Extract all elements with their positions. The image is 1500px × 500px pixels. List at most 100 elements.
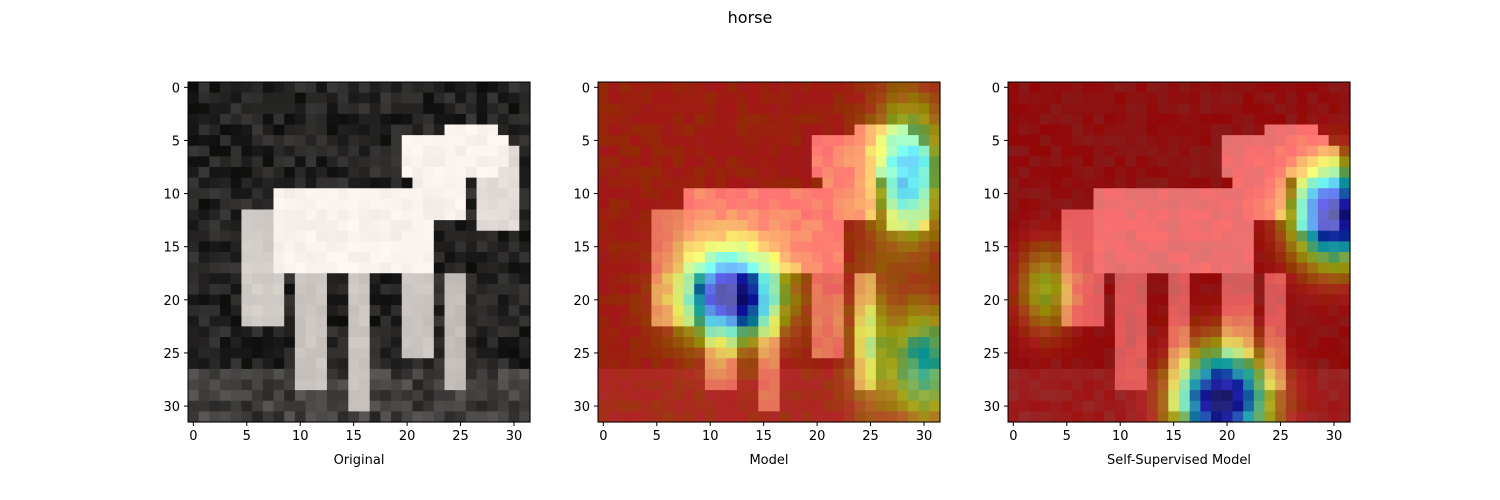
pixel bbox=[1146, 241, 1159, 253]
pixel bbox=[822, 252, 834, 264]
pixel bbox=[241, 315, 253, 327]
pixel bbox=[833, 103, 845, 115]
pixel bbox=[897, 273, 909, 285]
pixel bbox=[736, 252, 749, 264]
pixel bbox=[1040, 220, 1052, 232]
pixel bbox=[465, 305, 478, 317]
pixel bbox=[391, 273, 403, 285]
pixel bbox=[1200, 252, 1212, 264]
pixel bbox=[833, 92, 845, 104]
pixel bbox=[747, 220, 759, 232]
pixel bbox=[608, 198, 620, 211]
pixel bbox=[1328, 315, 1340, 327]
pixel bbox=[1189, 145, 1201, 157]
pixel bbox=[476, 283, 488, 296]
pixel bbox=[608, 400, 620, 412]
pixel bbox=[284, 390, 296, 402]
pixel bbox=[209, 390, 221, 402]
pixel bbox=[1275, 273, 1287, 285]
pixel bbox=[875, 92, 888, 104]
pixel bbox=[1285, 113, 1298, 126]
pixel bbox=[715, 145, 727, 157]
pixel bbox=[369, 400, 381, 412]
pixel bbox=[1339, 400, 1351, 412]
pixel bbox=[758, 337, 770, 349]
pixel bbox=[1339, 198, 1351, 211]
pixel bbox=[1082, 379, 1095, 391]
pixel bbox=[1157, 273, 1169, 285]
pixel bbox=[423, 347, 435, 359]
pixel bbox=[519, 305, 531, 317]
pixel bbox=[1253, 326, 1266, 338]
pixel bbox=[598, 294, 610, 306]
pixel bbox=[1018, 390, 1030, 402]
pixel bbox=[619, 230, 631, 242]
pixel bbox=[875, 390, 888, 402]
pixel bbox=[465, 135, 478, 147]
pixel bbox=[369, 273, 381, 285]
pixel bbox=[907, 305, 920, 317]
pixel bbox=[1072, 103, 1084, 115]
pixel bbox=[833, 390, 845, 402]
pixel bbox=[1221, 167, 1234, 179]
pixel bbox=[715, 368, 727, 381]
pixel bbox=[1189, 252, 1201, 264]
y-tick-label: 25 bbox=[163, 347, 180, 362]
pixel bbox=[630, 92, 642, 104]
pixel bbox=[1040, 92, 1052, 104]
pixel bbox=[188, 347, 200, 359]
pixel bbox=[897, 177, 909, 189]
pixel bbox=[1189, 315, 1201, 327]
pixel bbox=[640, 156, 653, 168]
pixel bbox=[683, 358, 695, 370]
pixel bbox=[1296, 337, 1308, 349]
pixel bbox=[1253, 337, 1266, 349]
pixel bbox=[401, 283, 414, 296]
pixel bbox=[326, 283, 339, 296]
pixel bbox=[875, 145, 888, 157]
pixel bbox=[1168, 167, 1180, 179]
pixel bbox=[497, 198, 510, 211]
pixel bbox=[1264, 326, 1276, 338]
pixel bbox=[865, 167, 877, 179]
pixel bbox=[1243, 390, 1255, 402]
x-tick-label: 20 bbox=[809, 429, 826, 444]
pixel bbox=[1253, 209, 1266, 221]
pixel bbox=[1146, 198, 1159, 211]
pixel bbox=[241, 145, 253, 157]
pixel bbox=[608, 188, 620, 200]
pixel bbox=[1200, 273, 1212, 285]
pixel bbox=[1136, 188, 1148, 200]
pixel bbox=[790, 113, 802, 126]
pixel bbox=[1040, 145, 1052, 157]
pixel bbox=[854, 379, 866, 391]
pixel bbox=[294, 283, 307, 296]
pixel bbox=[1296, 145, 1308, 157]
pixel bbox=[640, 283, 653, 296]
pixel bbox=[198, 294, 210, 306]
pixel bbox=[651, 347, 663, 359]
pixel bbox=[811, 230, 824, 242]
pixel bbox=[444, 283, 456, 296]
pixel bbox=[608, 273, 620, 285]
pixel bbox=[1136, 294, 1148, 306]
pixel bbox=[1285, 198, 1298, 211]
pixel bbox=[1232, 209, 1244, 221]
pixel bbox=[598, 337, 610, 349]
pixel bbox=[380, 209, 392, 221]
pixel bbox=[1157, 411, 1169, 423]
pixel bbox=[630, 347, 642, 359]
pixel bbox=[619, 209, 631, 221]
pixel bbox=[497, 315, 510, 327]
pixel bbox=[1029, 124, 1041, 136]
pixel bbox=[651, 411, 663, 423]
pixel bbox=[1264, 379, 1276, 391]
pixel bbox=[886, 252, 898, 264]
pixel bbox=[465, 252, 478, 264]
pixel bbox=[769, 411, 781, 423]
pixel bbox=[273, 337, 285, 349]
pixel bbox=[1179, 347, 1191, 359]
pixel bbox=[1243, 411, 1255, 423]
pixel bbox=[391, 400, 403, 412]
pixel bbox=[769, 145, 781, 157]
